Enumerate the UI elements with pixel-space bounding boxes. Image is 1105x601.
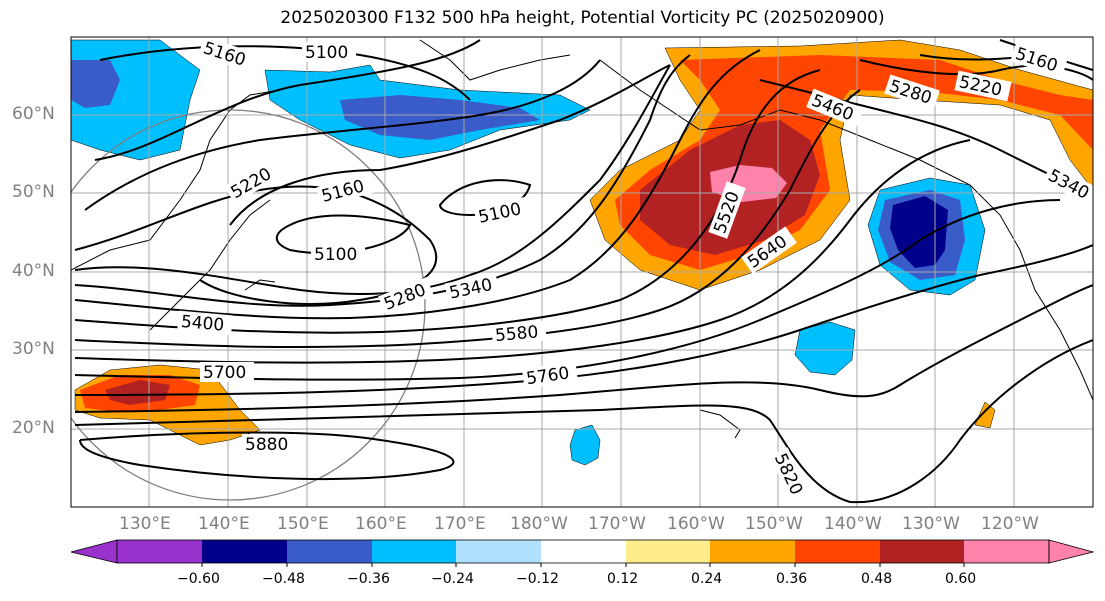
colorbar-tick-label: 0.12 [607, 571, 639, 587]
contour-label: 5400 [180, 312, 225, 336]
contour-label: 5880 [245, 435, 288, 455]
colorbar-segment [541, 540, 626, 563]
colorbar-segment [710, 540, 795, 563]
colorbar-segment [626, 540, 710, 563]
colorbar-segment [456, 540, 541, 563]
colorbar-segment [964, 540, 1049, 563]
colorbar-tick-label: −0.48 [262, 571, 305, 587]
colorbar-tick-label: 0.36 [776, 571, 808, 587]
lon-label: 160°W [667, 514, 725, 534]
colorbar-segment [795, 540, 880, 563]
lat-label: 50°N [12, 182, 55, 202]
colorbar-extend-low [70, 539, 118, 564]
lon-label: 150°E [277, 514, 329, 534]
colorbar [70, 539, 1095, 567]
contour-label: 5100 [305, 43, 348, 63]
colorbar-tick-label: 0.24 [691, 571, 723, 587]
lat-label: 40°N [12, 261, 55, 281]
contour-label: 5100 [314, 245, 357, 265]
lon-label: 180°W [510, 514, 568, 534]
colorbar-tick-label: 0.48 [861, 571, 893, 587]
lon-label: 150°W [745, 514, 803, 534]
lat-label: 60°N [12, 104, 55, 124]
colorbar-tick-label: −0.12 [516, 571, 559, 587]
lon-label: 120°W [981, 514, 1039, 534]
colorbar-tick-label: 0.60 [945, 571, 977, 587]
lon-label: 170°W [588, 514, 646, 534]
lat-label: 20°N [12, 418, 55, 438]
lon-label: 140°W [824, 514, 882, 534]
contour-label: 5580 [494, 322, 539, 346]
colorbar-segment [372, 540, 456, 563]
map-border [70, 36, 1094, 508]
colorbar-tick-label: −0.24 [431, 571, 474, 587]
range-circle [71, 109, 426, 501]
colorbar-tick-label: −0.60 [177, 571, 220, 587]
lon-label: 130°E [119, 514, 171, 534]
colorbar-segment [117, 540, 202, 563]
lon-label: 170°E [434, 514, 486, 534]
lat-label: 30°N [12, 339, 55, 359]
contour-label: 5700 [203, 363, 246, 383]
lon-label: 130°W [902, 514, 960, 534]
lon-label: 140°E [198, 514, 250, 534]
colorbar-segment [880, 540, 964, 563]
colorbar-extend-high [1048, 539, 1095, 564]
lon-label: 160°E [355, 514, 407, 534]
map-title: 2025020300 F132 500 hPa height, Potentia… [280, 8, 885, 28]
colorbar-tick-label: −0.36 [347, 571, 390, 587]
colorbar-segment [287, 540, 372, 563]
colorbar-segment [202, 540, 287, 563]
